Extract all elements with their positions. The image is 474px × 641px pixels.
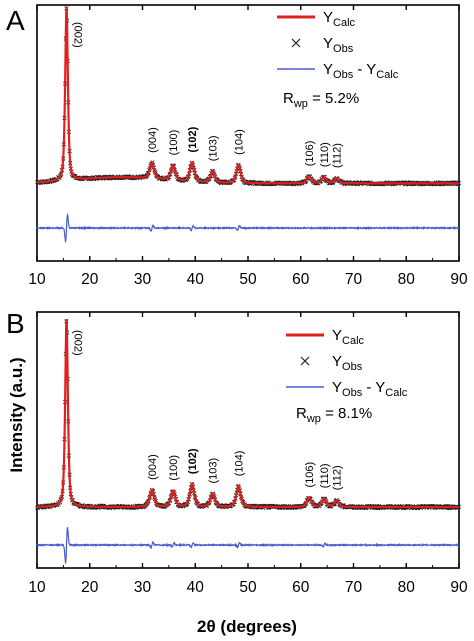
legend-label: YObs (332, 353, 363, 373)
peak-label: (100) (168, 455, 180, 481)
x-tick-label: 50 (239, 579, 257, 596)
peak-label: (103) (208, 136, 220, 162)
plot-frame (36, 311, 460, 569)
x-tick-label: 30 (134, 271, 152, 288)
peak-label: (002) (72, 330, 84, 356)
x-tick-label: 30 (134, 579, 152, 596)
peak-label: (110) (319, 142, 331, 167)
legend-label: YCalc (323, 9, 356, 29)
calc-line (37, 318, 459, 509)
peak-label: (103) (208, 458, 220, 484)
peak-label: (004) (147, 127, 159, 153)
x-tick-label: 90 (450, 579, 468, 596)
x-tick-label: 40 (187, 271, 205, 288)
x-tick-label: 80 (398, 579, 416, 596)
rwp-label: Rwp = 5.2% (283, 90, 359, 110)
legend-label: YObs - YCalc (332, 379, 408, 399)
legend-label: YObs - YCalc (323, 61, 399, 81)
peak-label: (106) (304, 141, 316, 167)
panel-a: A 10 20 30 40 50 60 70 80 90 (002) (004) (100) (102) (… (6, 4, 468, 288)
x-tick-label: 80 (398, 271, 416, 288)
peak-label: (110) (319, 463, 331, 488)
rwp-label: Rwp = 8.1% (296, 405, 372, 425)
peak-label: (004) (147, 454, 159, 480)
peak-label: (102) (187, 126, 199, 152)
peak-label: (104) (234, 129, 246, 155)
plot-frame (36, 4, 460, 262)
peak-label: (104) (234, 451, 246, 477)
y-axis-label: Intensity (a.u.) (7, 357, 26, 472)
panel-b: B 10 20 30 40 50 60 70 80 90 (002) (004) (100) (102) (… (6, 308, 468, 596)
x-tick-label: 70 (345, 579, 363, 596)
peak-label: (100) (168, 130, 180, 156)
panel-letter: A (6, 5, 25, 36)
x-tick-label: 20 (81, 579, 99, 596)
calc-line (36, 6, 459, 185)
legend-label: YObs (323, 35, 354, 55)
legend-swatch (291, 38, 301, 48)
x-tick-label: 20 (81, 271, 99, 288)
peak-label: (106) (304, 462, 316, 488)
x-tick-label: 10 (28, 271, 46, 288)
panel-letter: B (6, 308, 25, 339)
difference-line (36, 527, 460, 565)
legend: YCalc YObs YObs - YCalc (286, 327, 408, 399)
x-tick-label: 50 (239, 271, 257, 288)
legend: YCalc YObs YObs - YCalc (277, 9, 399, 81)
x-tick-label: 90 (450, 271, 468, 288)
peak-label: (112) (332, 465, 344, 490)
x-tick-label: 60 (292, 271, 310, 288)
x-tick-label: 40 (187, 579, 205, 596)
x-tick-label: 10 (28, 579, 46, 596)
legend-swatch (300, 356, 310, 366)
x-tick-label: 60 (292, 579, 310, 596)
peak-label: (112) (332, 143, 344, 168)
peak-label: (002) (72, 22, 84, 48)
x-tick-label: 70 (345, 271, 363, 288)
x-axis-label: 2θ (degrees) (197, 617, 297, 636)
difference-line (36, 212, 460, 244)
observed-series (35, 319, 461, 511)
peak-label: (102) (187, 448, 199, 474)
legend-label: YCalc (332, 327, 365, 347)
observed-series (35, 6, 461, 187)
